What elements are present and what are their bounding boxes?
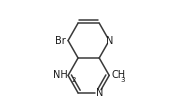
Text: N: N	[96, 88, 103, 98]
Text: 2: 2	[71, 77, 76, 83]
Text: N: N	[105, 36, 113, 46]
Text: 3: 3	[120, 77, 125, 83]
Text: Br: Br	[55, 36, 66, 46]
Text: NH: NH	[53, 70, 68, 80]
Text: CH: CH	[111, 70, 125, 80]
